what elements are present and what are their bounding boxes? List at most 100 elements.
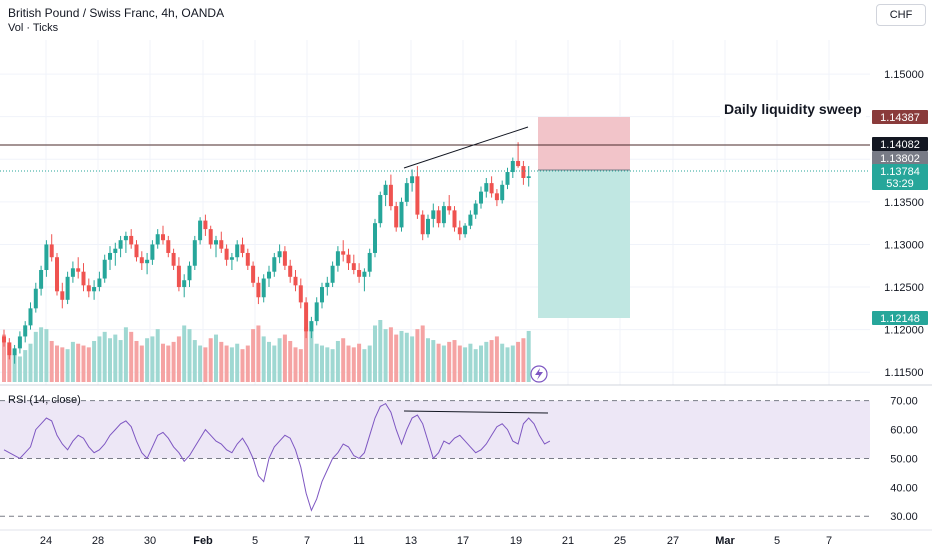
volume-bar <box>76 343 81 382</box>
volume-bar <box>235 343 240 382</box>
volume-bar <box>330 349 335 382</box>
x-tick-label: Feb <box>193 535 213 547</box>
candle-body <box>293 276 298 286</box>
volume-bar <box>526 330 531 382</box>
candle-body <box>187 265 192 281</box>
volume-bar <box>500 343 505 382</box>
rsi-trendline[interactable] <box>403 410 549 414</box>
candle-body <box>86 285 91 292</box>
time-axis[interactable]: 24 28 30 Feb 5 7 11 13 17 19 21 25 27 Mar 5 7 <box>40 535 832 547</box>
volume-bar <box>314 343 319 382</box>
volume-bar <box>516 341 521 382</box>
liquidity-sweep-annotation[interactable]: Daily liquidity sweep <box>720 100 866 118</box>
candle-body <box>479 191 483 204</box>
candle-body <box>65 276 70 300</box>
volume-bar <box>139 345 144 382</box>
candle-body <box>92 287 97 292</box>
x-tick-label: 17 <box>457 535 469 547</box>
candle-body <box>309 321 314 332</box>
volume-bar <box>171 341 176 382</box>
candle-body <box>473 203 478 215</box>
volume-bar <box>261 336 266 382</box>
candle-body <box>261 278 266 298</box>
volume-bar <box>367 345 372 382</box>
candle-body <box>505 172 510 185</box>
rsi-band <box>0 400 870 459</box>
candle-body <box>251 265 256 283</box>
volume-bar <box>86 347 91 382</box>
volume-bar <box>521 338 526 382</box>
volume-bar <box>346 345 351 382</box>
volume-bar <box>309 329 314 382</box>
candle-body <box>182 280 187 288</box>
volume-bar <box>272 345 277 382</box>
candle-body <box>171 252 176 266</box>
candle-body <box>123 235 128 241</box>
candle-body <box>431 210 436 219</box>
x-tick-label: 7 <box>826 535 832 547</box>
candle-body <box>203 220 208 230</box>
candle-body <box>494 193 499 201</box>
candle-body <box>17 336 22 349</box>
volume-bar <box>12 354 17 382</box>
volume-bar <box>108 338 112 382</box>
target-price-tag: 1.14387 <box>880 112 920 124</box>
candle-body <box>526 176 531 178</box>
volume-bar <box>277 338 282 382</box>
risk-zone <box>538 117 630 170</box>
candle-body <box>235 244 240 258</box>
volume-bar <box>452 340 457 382</box>
volume-bar <box>404 332 409 382</box>
candle-body <box>113 248 118 253</box>
candle-body <box>346 254 351 264</box>
y-tick-label: 1.12500 <box>884 282 924 294</box>
candle-body <box>410 176 415 184</box>
candle-body <box>2 336 6 343</box>
rsi-tick-label: 40.00 <box>890 482 918 494</box>
volume-bar <box>198 345 203 382</box>
volume-bar <box>2 334 6 382</box>
y-tick-label: 1.13000 <box>884 239 924 251</box>
candle-body <box>102 259 107 279</box>
x-tick-label: 13 <box>405 535 417 547</box>
volume-legend: Vol · Ticks <box>8 22 59 34</box>
volume-bar <box>431 340 436 382</box>
volume-bar <box>410 336 415 382</box>
currency-button[interactable]: CHF <box>876 4 926 26</box>
candle-body <box>441 206 446 224</box>
volume-bar <box>304 327 309 382</box>
replay-icon[interactable] <box>530 365 548 383</box>
rsi-grid <box>0 400 870 517</box>
volume-bar <box>240 349 245 382</box>
volume-bar <box>7 345 12 382</box>
trendline-top[interactable] <box>403 126 529 169</box>
volume-bar <box>203 347 208 382</box>
volume-bar <box>473 349 478 382</box>
position-tool[interactable] <box>538 117 630 318</box>
candle-body <box>304 302 309 332</box>
candle-body <box>192 240 197 266</box>
candle-body <box>325 282 330 288</box>
volume-bar <box>23 350 28 382</box>
volume-bar <box>420 325 425 382</box>
reward-zone <box>538 170 630 318</box>
candle-body <box>44 244 49 270</box>
candle-body <box>357 270 362 277</box>
candle-body <box>161 234 165 241</box>
volume-bar <box>49 340 54 382</box>
x-tick-label: 11 <box>353 535 364 547</box>
volume-bar <box>267 341 271 382</box>
volume-bar <box>468 343 473 382</box>
rsi-tick-label: 60.00 <box>890 425 918 437</box>
candle-body <box>198 220 203 241</box>
candle-body <box>426 218 430 235</box>
volume-bar <box>192 340 197 382</box>
x-tick-label: 27 <box>667 535 679 547</box>
volume-bar <box>129 331 134 382</box>
candle-body <box>245 252 250 266</box>
candle-body <box>240 244 245 253</box>
volume-bar <box>357 343 362 382</box>
candle-body <box>214 240 218 245</box>
candle-body <box>362 271 367 277</box>
